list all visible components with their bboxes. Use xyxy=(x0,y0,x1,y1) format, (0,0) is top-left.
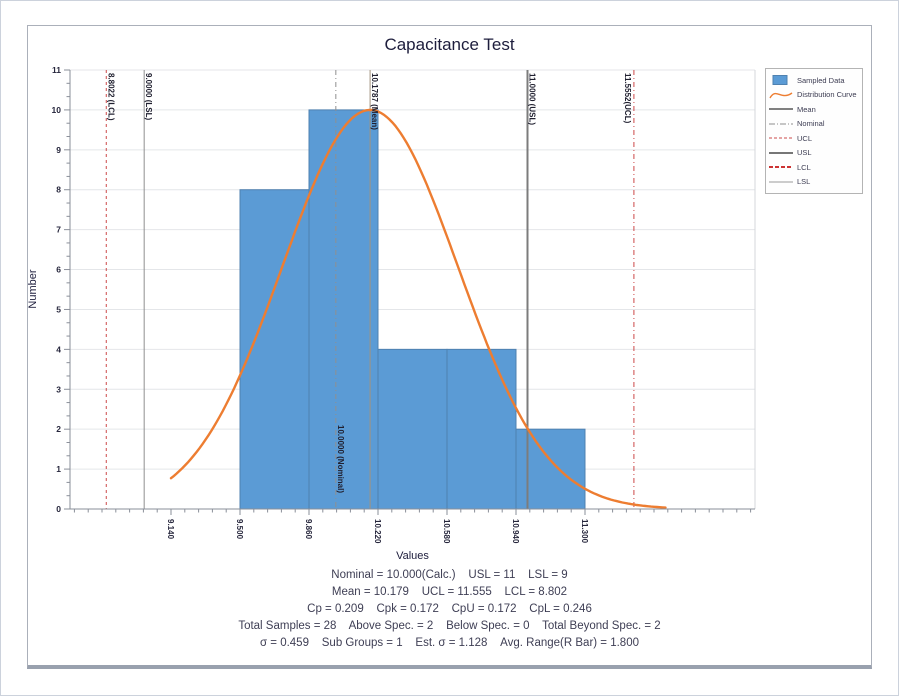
y-tick-label: 7 xyxy=(56,225,61,235)
distribution-curve xyxy=(169,108,667,509)
legend-label: Sampled Data xyxy=(797,75,845,85)
y-tick-label: 0 xyxy=(56,504,61,514)
lcl-line-label: 8.8022 (LCL) xyxy=(106,73,115,121)
y-tick-label: 4 xyxy=(56,344,61,354)
ucl-marker-icon xyxy=(769,137,793,139)
histogram-bar xyxy=(446,348,517,510)
y-tick-label: 10 xyxy=(52,105,62,115)
histogram-bar xyxy=(239,189,310,510)
y-tick-label: 1 xyxy=(56,464,61,474)
chart-panel: Capacitance Test 0 1 2 3 4 5 6 7 8 9 10 11 9.140 9.50… xyxy=(27,25,872,669)
x-tick-label: 10.220 xyxy=(373,519,382,544)
y-tick-label: 9 xyxy=(56,145,61,155)
x-axis-label: Values xyxy=(396,550,429,562)
legend-label: Nominal xyxy=(797,119,825,129)
x-tick-label: 9.860 xyxy=(304,519,313,540)
plot-area: 0 1 2 3 4 5 6 7 8 9 10 11 9.140 9.500 9.860 10.220 10.58… xyxy=(52,65,756,544)
legend-item-sampled-data: Sampled Data xyxy=(769,73,859,88)
lsl-line-label: 9.0000 (LSL) xyxy=(144,73,153,120)
y-tick-label: 11 xyxy=(52,65,61,75)
legend-item-ucl: UCL xyxy=(769,131,859,146)
histogram-bar xyxy=(308,109,379,510)
lsl-marker-icon xyxy=(769,181,793,183)
usl-marker-icon xyxy=(769,151,793,154)
legend-item-lsl: LSL xyxy=(769,175,859,190)
distribution-curve-marker-icon xyxy=(769,92,793,99)
histogram-bar xyxy=(515,428,586,510)
nominal-marker-icon xyxy=(769,123,793,125)
legend-label: LCL xyxy=(797,162,811,172)
legend-item-nominal: Nominal xyxy=(769,117,859,132)
legend: Sampled Data Distribution Curve Mean Nomina… xyxy=(765,68,863,194)
legend-label: UCL xyxy=(797,133,813,143)
nominal-line-label: 10.0000 (Nominal) xyxy=(336,425,345,493)
mean-line-label: 10.1787 (Mean) xyxy=(370,73,379,130)
y-tick-label: 2 xyxy=(56,424,61,434)
legend-label: Mean xyxy=(797,104,816,114)
x-tick-label: 10.580 xyxy=(442,519,451,544)
histogram-bar xyxy=(377,348,448,510)
legend-label: LSL xyxy=(797,177,811,187)
y-axis-label: Number xyxy=(27,269,39,309)
legend-label: USL xyxy=(797,148,812,158)
chart-title: Capacitance Test xyxy=(384,35,515,54)
y-tick-label: 5 xyxy=(56,304,61,314)
x-tick-label: 10.940 xyxy=(511,519,520,544)
mean-marker-icon xyxy=(769,108,793,111)
stats-line-nominal-spec: Nominal = 10.000(Calc.) USL = 11 LSL = 9 xyxy=(331,569,568,581)
legend-item-usl: USL xyxy=(769,146,859,161)
usl-line-label: 11.0000 (USL) xyxy=(527,73,536,125)
x-tick-label: 9.500 xyxy=(235,519,244,540)
y-tick-label: 6 xyxy=(56,265,61,275)
legend-item-distribution-curve: Distribution Curve xyxy=(769,88,859,103)
legend-item-lcl: LCL xyxy=(769,160,859,175)
sampled-data-marker-icon xyxy=(772,75,788,86)
y-tick-label: 3 xyxy=(56,384,61,394)
x-tick-label: 11.300 xyxy=(580,519,589,544)
ucl-line-label: 11.5552(UCL) xyxy=(623,73,632,124)
stats-line-samples: Total Samples = 28 Above Spec. = 2 Below… xyxy=(238,620,661,632)
x-tick-label: 9.140 xyxy=(166,519,175,540)
lcl-marker-icon xyxy=(769,166,793,169)
legend-label: Distribution Curve xyxy=(797,90,857,100)
stats-line-capability: Cp = 0.209 Cpk = 0.172 CpU = 0.172 CpL =… xyxy=(307,603,592,615)
stats-line-sigma: σ = 0.459 Sub Groups = 1 Est. σ = 1.128 … xyxy=(259,637,639,649)
legend-item-mean: Mean xyxy=(769,102,859,117)
stats-block: Nominal = 10.000(Calc.) USL = 11 LSL = 9… xyxy=(28,567,871,652)
y-tick-label: 8 xyxy=(56,185,61,195)
stats-line-mean-limits: Mean = 10.179 UCL = 11.555 LCL = 8.802 xyxy=(331,586,568,598)
